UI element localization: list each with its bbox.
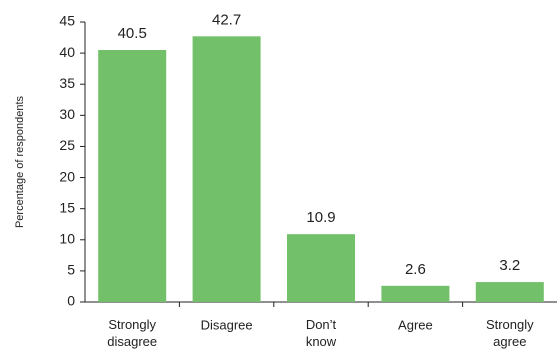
y-tick-label: 35	[59, 75, 75, 91]
x-tick-label: Disagree	[201, 317, 253, 332]
x-tick-label: Don’t know	[306, 317, 337, 349]
bar	[475, 282, 544, 302]
x-tick-label: Strongly agree	[486, 317, 534, 349]
bar	[98, 50, 167, 302]
y-tick-label: 20	[59, 168, 75, 184]
value-label: 10.9	[306, 209, 335, 226]
y-tick-label: 40	[59, 44, 75, 60]
y-tick-label: 0	[67, 293, 75, 309]
bar	[192, 36, 261, 303]
value-label: 2.6	[405, 261, 426, 278]
y-axis-label: Percentage of respondents	[14, 95, 26, 228]
y-tick-label: 10	[59, 230, 75, 246]
value-label: 42.7	[212, 11, 241, 28]
y-tick-label: 30	[59, 106, 75, 122]
x-tick-label: Agree	[398, 317, 433, 332]
y-tick-label: 25	[59, 137, 75, 153]
x-tick-label: Strongly disagree	[107, 317, 157, 349]
y-tick-label: 5	[67, 262, 75, 278]
y-tick-label: 15	[59, 199, 75, 215]
bar	[287, 234, 355, 302]
value-label: 40.5	[118, 25, 147, 42]
y-tick-label: 45	[59, 13, 75, 29]
bar	[381, 285, 450, 302]
value-label: 3.2	[499, 257, 520, 274]
